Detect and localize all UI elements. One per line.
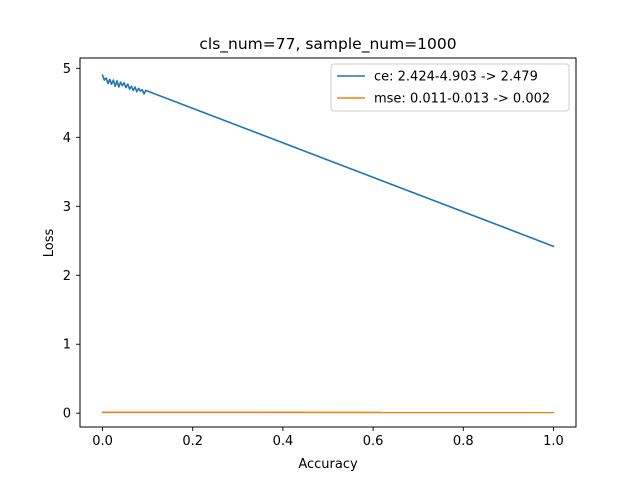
y-tick-label: 5 (63, 62, 71, 77)
y-tick-label: 4 (63, 131, 71, 146)
y-axis-label: Loss (42, 229, 57, 258)
y-tick-label: 3 (63, 200, 71, 215)
legend: ce: 2.424-4.903 -> 2.479 mse: 0.011-0.013… (330, 63, 570, 112)
series-layer (101, 74, 555, 414)
x-axis-label: Accuracy (298, 457, 358, 472)
legend-box (330, 63, 570, 112)
x-tick-label: 0.2 (182, 434, 203, 449)
legend-label-1: ce: 2.424-4.903 -> 2.479 (374, 70, 538, 85)
y-tick-label: 0 (63, 407, 71, 422)
y-tick-label: 2 (63, 269, 71, 284)
x-tick-label: 0.6 (363, 434, 384, 449)
y-tick-label: 1 (63, 338, 71, 353)
x-tick-label: 1.0 (543, 434, 564, 449)
chart-title: cls_num=77, sample_num=1000 (199, 35, 456, 54)
x-axis: 0.0 0.2 0.4 0.6 0.8 1.0 (92, 427, 564, 449)
x-tick-label: 0.8 (453, 434, 474, 449)
x-tick-label: 0.4 (273, 434, 294, 449)
x-tick-label: 0.0 (92, 434, 113, 449)
plot-frame (79, 57, 577, 428)
y-axis: 0 1 2 3 4 5 (63, 62, 80, 422)
legend-label-2: mse: 0.011-0.013 -> 0.002 (374, 92, 550, 107)
series-line-1 (101, 74, 555, 248)
